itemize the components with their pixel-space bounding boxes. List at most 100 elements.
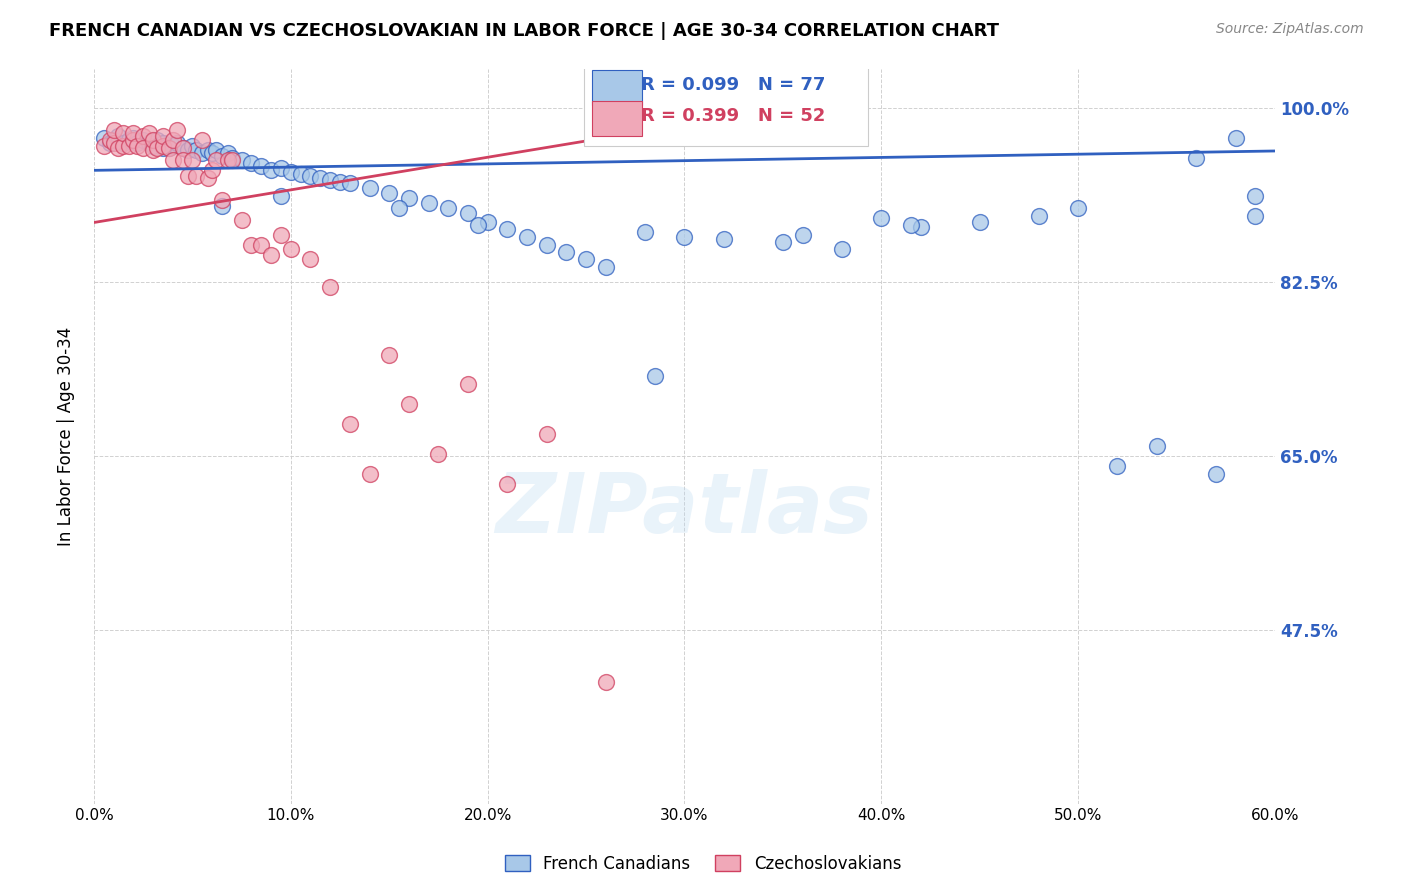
Point [107, 129, 129, 144]
Point [319, 280, 342, 294]
Point [162, 153, 184, 167]
Point [118, 133, 141, 147]
Point [969, 215, 991, 229]
Point [1028, 209, 1050, 223]
Legend: French Canadians, Czechoslovakians: French Canadians, Czechoslovakians [498, 848, 908, 880]
Point [575, 252, 598, 267]
Point [270, 188, 292, 202]
Point [378, 186, 401, 200]
Text: Source: ZipAtlas.com: Source: ZipAtlas.com [1216, 22, 1364, 37]
Point [152, 139, 174, 153]
Point [217, 153, 239, 167]
Point [211, 193, 233, 207]
Point [181, 153, 204, 167]
Point [398, 191, 420, 205]
Point [280, 165, 302, 179]
Point [673, 230, 696, 244]
Point [231, 212, 253, 227]
Point [186, 143, 208, 157]
Y-axis label: In Labor Force | Age 30-34: In Labor Force | Age 30-34 [58, 326, 75, 546]
Point [1244, 209, 1267, 223]
Point [112, 136, 135, 150]
Point [103, 136, 125, 150]
Point [1244, 188, 1267, 202]
Point [280, 243, 302, 257]
Point [418, 195, 440, 210]
Point [319, 173, 342, 187]
Point [250, 238, 273, 252]
Point [152, 129, 174, 144]
Point [250, 159, 273, 173]
Point [634, 226, 657, 240]
Point [166, 123, 188, 137]
Point [152, 136, 174, 150]
Point [98, 133, 121, 147]
Text: ZIPatlas: ZIPatlas [495, 469, 873, 550]
Point [388, 201, 411, 215]
Point [172, 153, 194, 167]
Point [398, 397, 420, 411]
FancyBboxPatch shape [592, 101, 643, 136]
Point [142, 133, 165, 147]
Point [240, 238, 263, 252]
Point [329, 175, 352, 189]
Point [186, 169, 208, 183]
Point [359, 467, 381, 481]
Point [457, 377, 479, 392]
Point [260, 248, 283, 262]
Point [1107, 458, 1129, 473]
Point [516, 230, 538, 244]
Point [477, 215, 499, 229]
Point [437, 201, 460, 215]
Point [299, 252, 322, 267]
Point [118, 139, 141, 153]
Point [122, 126, 145, 140]
Point [309, 170, 332, 185]
Point [555, 245, 578, 260]
Point [595, 260, 617, 275]
Point [870, 211, 893, 225]
Point [644, 369, 666, 384]
Point [142, 139, 165, 153]
Point [146, 133, 169, 147]
Point [467, 219, 489, 233]
Point [152, 141, 174, 155]
Point [177, 143, 200, 157]
Point [378, 348, 401, 362]
Point [166, 136, 188, 150]
Point [211, 149, 233, 163]
Point [127, 136, 149, 150]
Point [112, 139, 135, 153]
Point [270, 161, 292, 175]
Point [181, 139, 204, 153]
FancyBboxPatch shape [592, 70, 643, 105]
Point [98, 136, 121, 150]
Point [221, 153, 243, 167]
Point [910, 220, 932, 235]
Text: FRENCH CANADIAN VS CZECHOSLOVAKIAN IN LABOR FORCE | AGE 30-34 CORRELATION CHART: FRENCH CANADIAN VS CZECHOSLOVAKIAN IN LA… [49, 22, 1000, 40]
Point [536, 238, 558, 252]
Point [359, 180, 381, 194]
Point [122, 133, 145, 147]
Point [221, 151, 243, 165]
Point [900, 219, 922, 233]
Point [122, 131, 145, 145]
Point [201, 162, 224, 177]
Point [1225, 131, 1247, 145]
Point [201, 145, 224, 160]
Point [260, 162, 283, 177]
Point [536, 427, 558, 442]
Point [496, 476, 519, 491]
Point [146, 141, 169, 155]
Point [240, 156, 263, 170]
Point [138, 126, 160, 140]
Point [339, 176, 361, 190]
Text: R = 0.099   N = 77: R = 0.099 N = 77 [641, 76, 825, 94]
Point [217, 145, 239, 160]
Point [205, 153, 228, 167]
Point [191, 133, 214, 147]
Point [132, 129, 155, 144]
Point [270, 228, 292, 243]
Point [107, 141, 129, 155]
Point [138, 136, 160, 150]
